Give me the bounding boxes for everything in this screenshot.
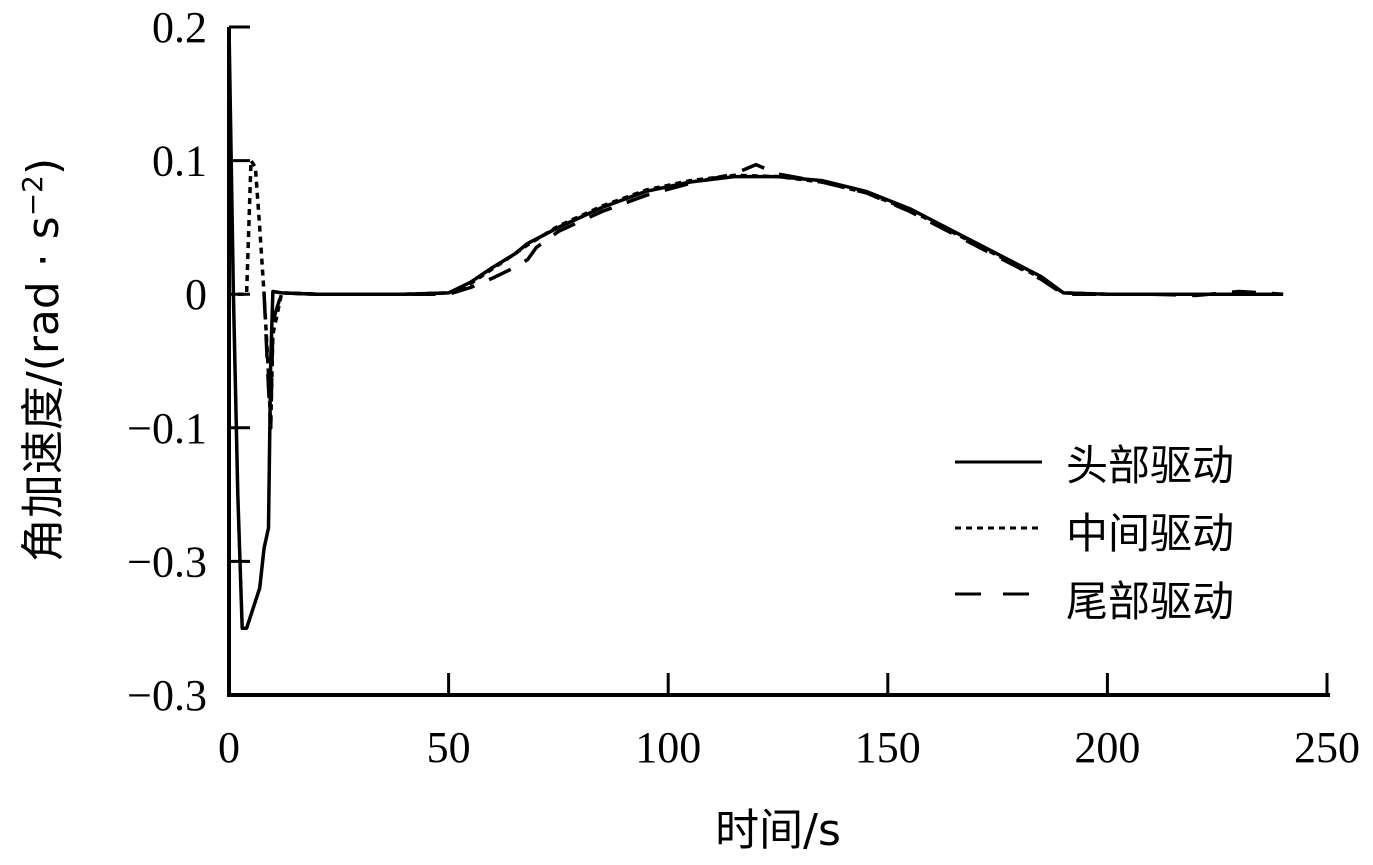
- y-tick-label: 0: [185, 270, 207, 319]
- y-ticks: 0.2 0.1 0 −0.1 −0.3 −0.3: [127, 3, 250, 720]
- y-tick-label: 0.1: [152, 137, 207, 186]
- y-tick-label: −0.3: [127, 671, 207, 720]
- legend: 头部驱动 中间驱动 尾部驱动: [955, 441, 1234, 626]
- x-tick-label: 250: [1294, 723, 1360, 772]
- legend-item-head-drive: 头部驱动: [955, 441, 1234, 490]
- legend-item-tail-drive: 尾部驱动: [955, 577, 1234, 626]
- y-axis-title: 角加速度/(rad · s−2): [16, 158, 69, 562]
- x-axis-title: 时间/s: [715, 805, 841, 856]
- y-tick-label: 0.2: [152, 3, 207, 52]
- axes: 0.2 0.1 0 −0.1 −0.3 −0.3 0 50 100 150 200 250: [127, 3, 1360, 772]
- legend-item-middle-drive: 中间驱动: [955, 509, 1234, 558]
- y-axis-title-close: ): [18, 158, 69, 175]
- series-group: [227, 26, 1284, 630]
- x-tick-label: 150: [855, 723, 921, 772]
- legend-label: 头部驱动: [1066, 441, 1234, 490]
- y-tick-label: −0.3: [127, 537, 207, 586]
- x-tick-label: 200: [1074, 723, 1140, 772]
- x-ticks: 0 50 100 150 200 250: [218, 673, 1360, 772]
- legend-label: 尾部驱动: [1066, 577, 1234, 626]
- y-axis-title-main: 角加速度/(rad · s: [18, 216, 69, 562]
- series-middle-drive-line: [237, 158, 1284, 430]
- svg-text:角加速度/(rad · s−2): 角加速度/(rad · s−2): [16, 158, 69, 562]
- x-tick-label: 50: [427, 723, 471, 772]
- x-tick-label: 0: [218, 723, 240, 772]
- y-axis-title-superscript: −2: [16, 175, 49, 216]
- series-tail-drive-line: [262, 162, 1284, 430]
- legend-label: 中间驱动: [1066, 509, 1234, 558]
- x-tick-label: 100: [635, 723, 701, 772]
- y-tick-label: −0.1: [127, 404, 207, 453]
